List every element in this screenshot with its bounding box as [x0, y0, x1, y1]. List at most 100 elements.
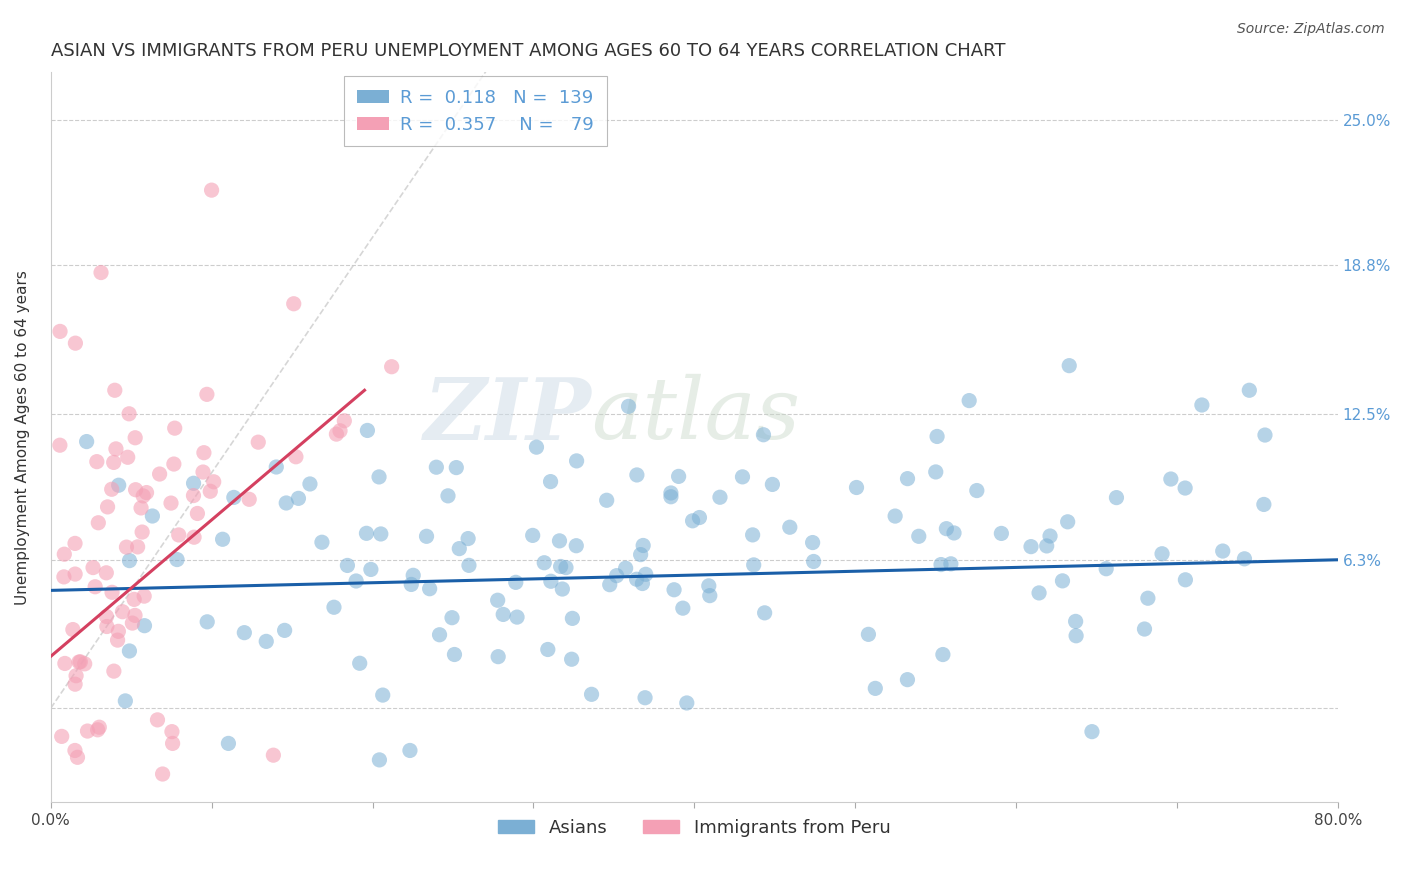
Point	[298, 477, 321, 491]
Point	[86, 723, 108, 737]
Point	[1174, 573, 1197, 587]
Point	[287, 491, 309, 506]
Point	[222, 491, 245, 505]
Point	[87, 516, 110, 530]
Point	[283, 297, 305, 311]
Point	[200, 484, 222, 499]
Point	[323, 600, 346, 615]
Point	[731, 470, 754, 484]
Point	[65, 336, 87, 351]
Point	[526, 440, 548, 454]
Point	[957, 393, 980, 408]
Point	[845, 481, 868, 495]
Point	[96, 609, 118, 624]
Point	[561, 611, 583, 625]
Y-axis label: Unemployment Among Ages 60 to 64 years: Unemployment Among Ages 60 to 64 years	[15, 270, 30, 605]
Point	[53, 657, 76, 671]
Point	[443, 648, 465, 662]
Point	[858, 627, 880, 641]
Point	[1233, 551, 1256, 566]
Point	[614, 561, 637, 575]
Point	[1064, 615, 1087, 629]
Point	[565, 539, 588, 553]
Point	[548, 533, 571, 548]
Point	[124, 608, 146, 623]
Point	[160, 496, 183, 510]
Point	[688, 510, 710, 524]
Point	[96, 566, 118, 580]
Point	[166, 552, 188, 566]
Point	[211, 533, 233, 547]
Point	[1081, 724, 1104, 739]
Point	[896, 472, 918, 486]
Point	[122, 592, 145, 607]
Point	[76, 434, 98, 449]
Point	[626, 572, 648, 586]
Point	[865, 681, 887, 696]
Point	[117, 450, 139, 465]
Point	[104, 384, 127, 398]
Point	[741, 528, 763, 542]
Point	[115, 540, 138, 554]
Point	[202, 475, 225, 489]
Point	[238, 492, 260, 507]
Point	[103, 664, 125, 678]
Point	[162, 736, 184, 750]
Point	[107, 478, 129, 492]
Point	[103, 455, 125, 469]
Point	[329, 424, 352, 438]
Point	[415, 529, 437, 543]
Point	[939, 557, 962, 571]
Point	[631, 539, 654, 553]
Point	[276, 496, 298, 510]
Point	[457, 532, 479, 546]
Point	[1191, 398, 1213, 412]
Text: ASIAN VS IMMIGRANTS FROM PERU UNEMPLOYMENT AMONG AGES 60 TO 64 YEARS CORRELATION: ASIAN VS IMMIGRANTS FROM PERU UNEMPLOYME…	[51, 42, 1005, 60]
Point	[401, 577, 423, 591]
Point	[284, 450, 307, 464]
Point	[631, 576, 654, 591]
Point	[1254, 428, 1277, 442]
Point	[344, 574, 367, 588]
Point	[925, 465, 948, 479]
Point	[896, 673, 918, 687]
Point	[668, 469, 690, 483]
Point	[709, 490, 731, 504]
Point	[63, 567, 86, 582]
Point	[935, 522, 957, 536]
Point	[104, 442, 127, 456]
Point	[118, 553, 141, 567]
Point	[149, 467, 172, 481]
Point	[492, 607, 515, 622]
Point	[1095, 562, 1118, 576]
Point	[114, 694, 136, 708]
Point	[131, 524, 153, 539]
Point	[599, 577, 621, 591]
Point	[132, 489, 155, 503]
Point	[193, 446, 215, 460]
Point	[195, 615, 218, 629]
Point	[76, 724, 98, 739]
Point	[551, 582, 574, 596]
Point	[73, 657, 96, 671]
Point	[550, 559, 572, 574]
Point	[163, 457, 186, 471]
Point	[67, 655, 90, 669]
Point	[107, 633, 129, 648]
Point	[1253, 498, 1275, 512]
Point	[167, 528, 190, 542]
Point	[1160, 472, 1182, 486]
Point	[217, 736, 239, 750]
Point	[540, 475, 562, 489]
Point	[97, 500, 120, 514]
Text: Source: ZipAtlas.com: Source: ZipAtlas.com	[1237, 22, 1385, 37]
Point	[160, 724, 183, 739]
Point	[630, 548, 652, 562]
Point	[368, 753, 391, 767]
Point	[1035, 539, 1057, 553]
Point	[540, 574, 562, 589]
Point	[419, 582, 441, 596]
Point	[754, 606, 776, 620]
Point	[522, 528, 544, 542]
Point	[1105, 491, 1128, 505]
